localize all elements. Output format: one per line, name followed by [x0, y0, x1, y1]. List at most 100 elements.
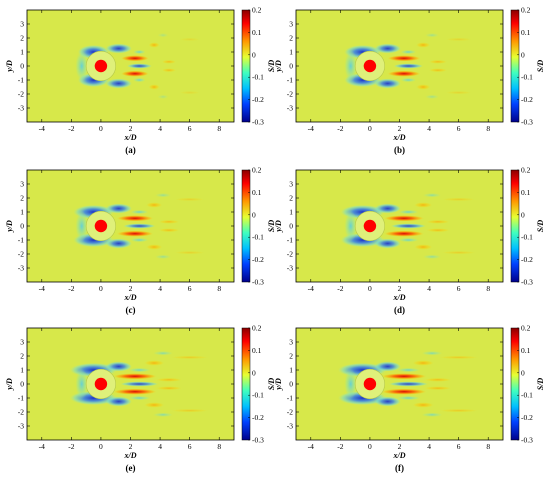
negative-lobe [374, 396, 401, 407]
x-tick-label: 4 [158, 442, 162, 451]
x-tick-label: 0 [99, 124, 103, 133]
colorbar-tick-label: -0.1 [521, 233, 533, 242]
cylinder [363, 59, 377, 73]
positive-streak [415, 42, 431, 48]
cylinder [363, 377, 377, 391]
y-tick-label: 0 [289, 62, 293, 71]
negative-streak [395, 367, 421, 373]
x-tick-label: 0 [99, 284, 103, 293]
negative-streak [157, 32, 169, 38]
colorbar-tick-label: -0.2 [521, 413, 533, 422]
colorbar-tick-label: -0.2 [521, 95, 533, 104]
cylinder [94, 219, 108, 233]
negative-streak [421, 412, 443, 418]
y-tick-label: -2 [18, 90, 24, 99]
y-tick-label: 1 [289, 48, 293, 57]
y-tick-label: 0 [20, 62, 24, 71]
x-tick-label: 8 [486, 124, 490, 133]
x-tick-label: -2 [68, 284, 74, 293]
y-tick-label: 0 [20, 380, 24, 389]
colorbar-tick-label: -0.1 [521, 73, 533, 82]
y-tick-label: -3 [287, 264, 293, 273]
positive-streak [116, 215, 154, 222]
y-axis-label: y/D [5, 378, 14, 391]
y-tick-label: 3 [20, 338, 24, 347]
positive-streak [145, 202, 163, 208]
positive-streak [155, 377, 183, 382]
colorbar-label: S/D [536, 220, 545, 233]
colorbar-tick-label: 0.1 [521, 188, 531, 197]
x-axis-label: x/D [393, 133, 406, 142]
negative-streak [422, 192, 442, 198]
panel-6: -4 -2 0 2 4 6 8 3 2 1 0 -1 -2 -3 x/D y/D 0.2 0.1 0 -0.1 -0.2… [274, 324, 545, 474]
x-tick-label: 6 [457, 442, 461, 451]
y-tick-label: 0 [289, 380, 293, 389]
x-tick-label: 0 [368, 442, 372, 451]
colorbar-tick-label: -0.1 [252, 233, 264, 242]
negative-streak [400, 77, 417, 83]
colorbar-label: S/D [267, 60, 276, 73]
x-tick-label: 8 [217, 442, 221, 451]
negative-streak [388, 381, 429, 387]
x-tick-label: -2 [68, 442, 74, 451]
x-tick-label: 4 [158, 124, 162, 133]
colorbar-tick-label: 0.2 [521, 6, 531, 15]
y-tick-label: -1 [287, 236, 293, 245]
positive-streak [441, 197, 476, 202]
colorbar-tick-label: -0.3 [252, 118, 264, 127]
x-axis-label: x/D [124, 451, 137, 460]
x-tick-label: 2 [398, 124, 402, 133]
panel-1: -4 -2 0 2 4 6 8 3 2 1 0 -1 -2 -3 x/D y/D 0.2 0.1 0 -0.1 -0.2… [5, 6, 276, 156]
x-tick-label: 8 [217, 284, 221, 293]
x-tick-label: 2 [129, 442, 133, 451]
positive-streak [143, 402, 165, 408]
negative-streak [127, 395, 152, 401]
y-tick-label: 2 [20, 34, 24, 43]
panel-4: -4 -2 0 2 4 6 8 3 2 1 0 -1 -2 -3 x/D y/D 0.2 0.1 0 -0.1 -0.2… [274, 166, 545, 316]
colorbar [241, 9, 251, 123]
y-tick-label: -3 [18, 422, 24, 431]
y-tick-label: -3 [287, 104, 293, 113]
negative-lobe [344, 50, 358, 82]
y-tick-label: -2 [18, 408, 24, 417]
colorbar-tick-label: 0 [252, 368, 256, 377]
colorbar [510, 327, 520, 441]
x-tick-label: -4 [39, 284, 45, 293]
y-tick-label: -2 [287, 90, 293, 99]
colorbar-tick-label: -0.2 [252, 413, 264, 422]
x-tick-label: 2 [398, 284, 402, 293]
positive-streak [161, 59, 177, 64]
y-tick-label: -1 [287, 76, 293, 85]
positive-streak [412, 360, 435, 366]
positive-streak [112, 373, 158, 380]
y-axis-label: y/D [274, 60, 283, 73]
y-tick-label: -2 [18, 250, 24, 259]
positive-streak [143, 360, 165, 366]
x-tick-label: -2 [68, 124, 74, 133]
negative-lobe [344, 210, 358, 242]
colorbar-tick-label: 0.1 [252, 346, 262, 355]
x-axis-label: x/D [393, 451, 406, 460]
negative-streak [397, 237, 420, 243]
negative-streak [395, 395, 421, 401]
positive-streak [158, 219, 180, 224]
x-tick-label: -4 [39, 124, 45, 133]
positive-streak [438, 408, 479, 413]
colorbar-tick-label: -0.2 [252, 255, 264, 264]
y-tick-label: -1 [18, 394, 24, 403]
negative-streak [152, 412, 174, 418]
positive-streak [383, 215, 425, 222]
y-tick-label: 1 [20, 208, 24, 217]
x-tick-label: -2 [337, 284, 343, 293]
colorbar-tick-label: -0.1 [252, 73, 264, 82]
contour-field [340, 192, 476, 260]
colorbar-tick-label: 0.2 [252, 166, 262, 175]
colorbar [241, 327, 251, 441]
negative-streak [120, 381, 159, 387]
negative-lobe [105, 43, 132, 54]
panel-caption: (d) [394, 305, 405, 315]
positive-streak [158, 228, 180, 233]
colorbar-tick-label: -0.3 [521, 278, 533, 287]
y-tick-label: 2 [289, 34, 293, 43]
positive-streak [120, 70, 150, 77]
